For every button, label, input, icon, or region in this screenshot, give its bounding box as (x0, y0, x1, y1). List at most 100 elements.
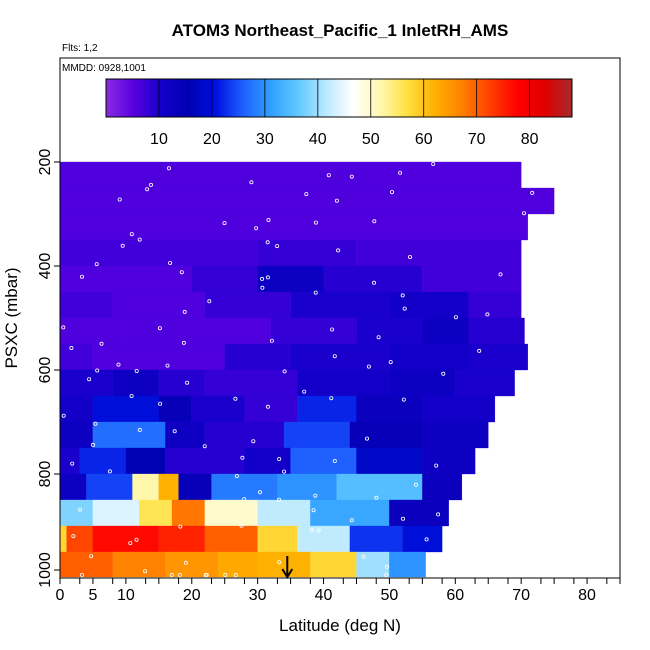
sample-point (441, 371, 446, 376)
colorbar-tick-label: 50 (362, 131, 380, 148)
sample-point (242, 497, 247, 502)
heat-cell-12-0 (59, 473, 87, 501)
sample-point (93, 421, 98, 426)
sample-point (453, 315, 458, 320)
heat-cell-5-2 (204, 291, 291, 319)
sample-point (257, 490, 262, 495)
sample-points (61, 161, 535, 578)
sample-point (172, 429, 177, 434)
sample-point (260, 276, 265, 281)
sample-point (157, 326, 162, 331)
sample-point (183, 560, 188, 565)
sample-point (313, 290, 318, 295)
heat-cell-14-4 (204, 525, 258, 553)
y-tick-label: 800 (37, 461, 54, 488)
heat-cell-13-3 (171, 499, 206, 527)
heat-cell-7-4 (389, 343, 469, 371)
sample-point (182, 309, 187, 314)
sample-point (402, 306, 407, 311)
plot-frame (59, 57, 621, 579)
sample-point (400, 293, 405, 298)
sample-point (388, 360, 393, 365)
heat-cell-5-0 (59, 291, 113, 319)
sample-point (239, 523, 244, 528)
heat-cell-8-4 (297, 369, 390, 397)
heat-cell-6-2 (270, 317, 357, 345)
sample-point (434, 463, 439, 468)
sample-point (332, 354, 337, 359)
heat-cell-10-3 (204, 421, 285, 449)
heat-cell-8-1 (112, 369, 159, 397)
sample-point (78, 507, 83, 512)
heat-cell-9-5 (297, 395, 357, 423)
heat-cell-11-1 (79, 447, 127, 475)
sample-point (233, 573, 238, 578)
heat-cell-9-2 (158, 395, 192, 423)
sample-point (87, 377, 92, 382)
heat-cell-10-4 (283, 421, 351, 449)
heat-cell-5-3 (290, 291, 390, 319)
sample-point (400, 516, 405, 521)
heat-cell-14-2 (92, 525, 159, 553)
y-tick-label: 600 (37, 357, 54, 384)
heat-cell-9-4 (244, 395, 298, 423)
sample-point (254, 226, 259, 231)
sample-point (129, 393, 134, 398)
latitude-marker-arrow (281, 568, 294, 579)
chart-title: ATOM3 Northeast_Pacific_1 InletRH_AMS (172, 21, 509, 40)
x-tick-label: 20 (183, 587, 201, 604)
heat-cell-6-0 (59, 317, 127, 345)
sample-point (398, 170, 403, 175)
heat-cell-9-1 (92, 395, 159, 423)
heat-cell-10-5 (349, 421, 423, 449)
heat-cell-9-7 (422, 395, 496, 423)
heat-cell-6-3 (356, 317, 423, 345)
heat-cell-12-4 (178, 473, 212, 501)
sample-point (431, 161, 436, 166)
heat-cell-4-3 (323, 265, 423, 293)
heat-cell-14-7 (349, 525, 403, 553)
heat-cell-10-1 (92, 421, 166, 449)
x-tick-label: 40 (315, 587, 333, 604)
heat-cell-14-8 (402, 525, 443, 553)
sample-point (349, 518, 354, 523)
heat-cell-15-5 (310, 551, 357, 578)
sample-point (366, 364, 371, 369)
colorbar-tick-label: 10 (150, 131, 168, 148)
x-tick-label: 70 (512, 587, 530, 604)
heat-cell-10-0 (59, 421, 94, 449)
sample-point (522, 211, 527, 216)
dates-label: MMDD: 0928,1001 (62, 63, 146, 74)
sample-point (330, 327, 335, 332)
heat-cell-4-1 (191, 265, 258, 293)
colorbar-tick-label: 80 (521, 131, 539, 148)
sample-point (277, 456, 282, 461)
heat-cell-13-2 (138, 499, 173, 527)
sample-point (80, 573, 85, 578)
heat-cell-3-2 (356, 239, 522, 267)
sample-point (530, 190, 535, 195)
heat-cell-15-6 (356, 551, 390, 578)
y-tick-label: 400 (37, 253, 54, 280)
x-tick-label: 80 (578, 587, 596, 604)
heat-cell-12-5 (211, 473, 278, 501)
colorbar-tick-label: 40 (309, 131, 327, 148)
sample-point (361, 554, 366, 559)
sample-point (316, 528, 321, 533)
sample-point (143, 569, 148, 574)
y-tick-label: 1000 (37, 552, 54, 588)
heat-cell-7-2 (224, 343, 291, 371)
sample-point (207, 299, 212, 304)
heat-cell-0-0 (59, 161, 522, 189)
sample-point (376, 335, 381, 340)
sample-point (311, 508, 316, 513)
heat-cell-11-7 (422, 447, 476, 475)
sample-point (95, 368, 100, 373)
sample-point (407, 254, 412, 259)
heat-cell-8-2 (158, 369, 206, 397)
sample-point (436, 512, 441, 517)
sample-point (120, 243, 125, 248)
heat-cell-7-0 (59, 343, 94, 371)
sample-point (145, 187, 150, 192)
sample-point (168, 260, 173, 265)
